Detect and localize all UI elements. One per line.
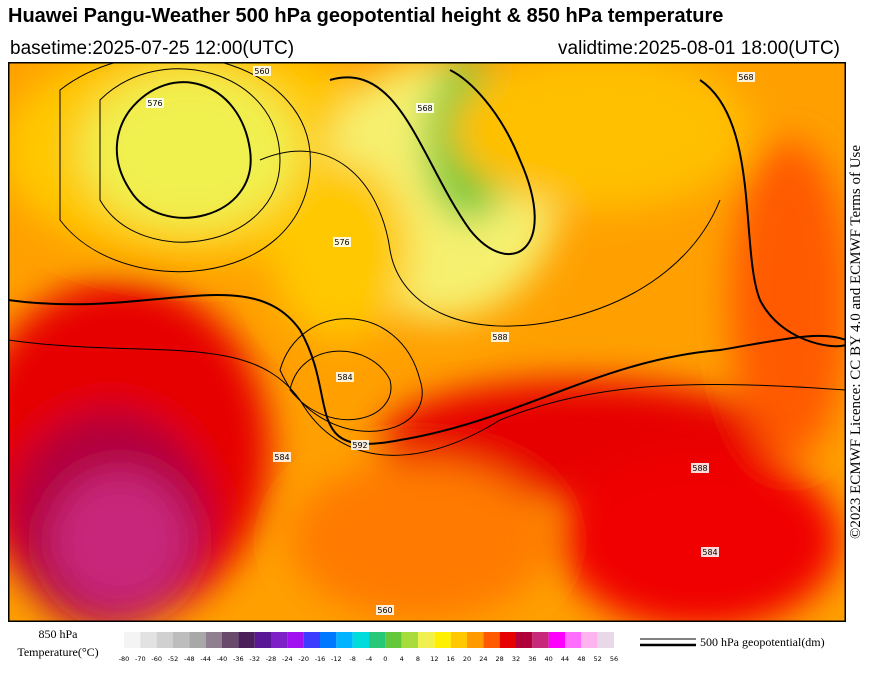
colorbar-swatch bbox=[597, 632, 614, 648]
colorbar-tick-label: 48 bbox=[577, 655, 585, 663]
contour-label-bg bbox=[491, 332, 509, 342]
colorbar-tick-label: -60 bbox=[151, 655, 162, 663]
contour-label-bg bbox=[416, 103, 434, 113]
colorbar-swatch bbox=[434, 632, 451, 648]
credit: ©2023 ECMWF Licence: CC BY 4.0 and ECMWF… bbox=[848, 145, 864, 539]
contour-label: 592 bbox=[352, 441, 367, 450]
colorbar-swatch bbox=[532, 632, 549, 648]
colorbar-swatch bbox=[303, 632, 320, 648]
colorbar-swatch bbox=[156, 632, 173, 648]
colorbar-swatch bbox=[173, 632, 190, 648]
colorbar-tick-label: -44 bbox=[200, 655, 211, 663]
colorbar-tick-label: 16 bbox=[447, 655, 455, 663]
colorbar-swatch bbox=[205, 632, 222, 648]
contour-label: 568 bbox=[417, 104, 432, 113]
title: Huawei Pangu-Weather 500 hPa geopotentia… bbox=[8, 5, 723, 27]
colorbar-tick-label: 12 bbox=[430, 655, 438, 663]
contour-label-bg bbox=[146, 98, 164, 108]
colorbar-swatch bbox=[418, 632, 435, 648]
colorbar-tick-label: -28 bbox=[266, 655, 277, 663]
contour-label: 576 bbox=[334, 238, 349, 247]
colorbar-swatch bbox=[565, 632, 582, 648]
colorbar-tick-label: -8 bbox=[349, 655, 355, 663]
colorbar-tick-label: -24 bbox=[282, 655, 293, 663]
colorbar-swatch bbox=[238, 632, 255, 648]
contour-label-bg bbox=[376, 605, 394, 615]
colorbar-tick-label: -12 bbox=[331, 655, 342, 663]
colorbar-tick-label: -4 bbox=[366, 655, 372, 663]
colorbar-swatch bbox=[254, 632, 271, 648]
legend-label: 500 hPa geopotential(dm) bbox=[700, 635, 825, 649]
contour-label-bg bbox=[336, 372, 354, 382]
colorbar-swatch bbox=[336, 632, 353, 648]
colorbar-tick-label: -80 bbox=[119, 655, 130, 663]
colorbar-tick-label: -16 bbox=[315, 655, 326, 663]
colorbar-tick-label: -36 bbox=[233, 655, 244, 663]
colorbar-tick-label: -32 bbox=[249, 655, 260, 663]
colorbar-swatch bbox=[369, 632, 386, 648]
contour-label-bg bbox=[253, 66, 271, 76]
colorbar-tick-label: -20 bbox=[298, 655, 309, 663]
basetime: basetime:2025-07-25 12:00(UTC) bbox=[10, 38, 294, 59]
colorbar-tick-label: 52 bbox=[594, 655, 602, 663]
colorbar-swatch bbox=[352, 632, 369, 648]
colorbar-swatch bbox=[140, 632, 157, 648]
contour-label-bg bbox=[273, 452, 291, 462]
colorbar-tick-label: 44 bbox=[561, 655, 569, 663]
colorbar-tick-label: 4 bbox=[400, 655, 404, 663]
contour-label: 560 bbox=[377, 606, 392, 615]
colorbar-tick-label: -40 bbox=[217, 655, 228, 663]
colorbar-tick-label: 20 bbox=[463, 655, 471, 663]
contour-label-bg bbox=[351, 440, 369, 450]
validtime: validtime:2025-08-01 18:00(UTC) bbox=[558, 38, 840, 59]
colorbar-swatch bbox=[222, 632, 239, 648]
contour-labels: 560 568 576 584 588 592 576 584 588 568 560 584 bbox=[146, 66, 755, 615]
contour-label-bg bbox=[701, 547, 719, 557]
contour-label-bg bbox=[737, 72, 755, 82]
colorbar-tick-label: 32 bbox=[512, 655, 520, 663]
colorbar-swatch bbox=[124, 632, 141, 648]
colorbar-label: Temperature(°C) bbox=[17, 645, 98, 659]
colorbar-tick-label: 40 bbox=[545, 655, 553, 663]
colorbar-swatch bbox=[385, 632, 402, 648]
contour-label: 584 bbox=[702, 548, 717, 557]
contour-label: 560 bbox=[254, 67, 269, 76]
contour-label: 568 bbox=[738, 73, 753, 82]
colorbar-swatch bbox=[581, 632, 598, 648]
colorbar-tick-label: 36 bbox=[528, 655, 536, 663]
colorbar-swatch bbox=[189, 632, 206, 648]
contour-label-bg bbox=[333, 237, 351, 247]
contour-label-bg bbox=[691, 463, 709, 473]
colorbar-tick-label: 0 bbox=[383, 655, 387, 663]
contour-label: 576 bbox=[147, 99, 162, 108]
colorbar: -80 -70 -60 -52 -48 -44 -40 -36 -32 -28 -24 -20 -16-… bbox=[119, 632, 618, 663]
colorbar-swatch bbox=[483, 632, 500, 648]
contour-label: 588 bbox=[492, 333, 507, 342]
colorbar-tick-label: 56 bbox=[610, 655, 618, 663]
colorbar-tick-label: 8 bbox=[416, 655, 420, 663]
colorbar-swatch bbox=[499, 632, 516, 648]
colorbar-swatch bbox=[467, 632, 484, 648]
contour-label: 584 bbox=[337, 373, 352, 382]
colorbar-swatch bbox=[271, 632, 288, 648]
colorbar-swatch bbox=[516, 632, 533, 648]
colorbar-tick-label: -48 bbox=[184, 655, 195, 663]
colorbar-tick-label: 24 bbox=[479, 655, 487, 663]
colorbar-swatch bbox=[287, 632, 304, 648]
colorbar-swatch bbox=[320, 632, 337, 648]
map-field bbox=[8, 62, 846, 622]
colorbar-swatch bbox=[401, 632, 418, 648]
colorbar-swatch bbox=[548, 632, 565, 648]
colorbar-label: 850 hPa bbox=[39, 627, 79, 641]
colorbar-swatch bbox=[450, 632, 467, 648]
contour-label: 588 bbox=[692, 464, 707, 473]
colorbar-tick-label: -52 bbox=[168, 655, 179, 663]
contour-label: 584 bbox=[274, 453, 289, 462]
colorbar-tick-label: -70 bbox=[135, 655, 146, 663]
colorbar-tick-label: 28 bbox=[496, 655, 504, 663]
